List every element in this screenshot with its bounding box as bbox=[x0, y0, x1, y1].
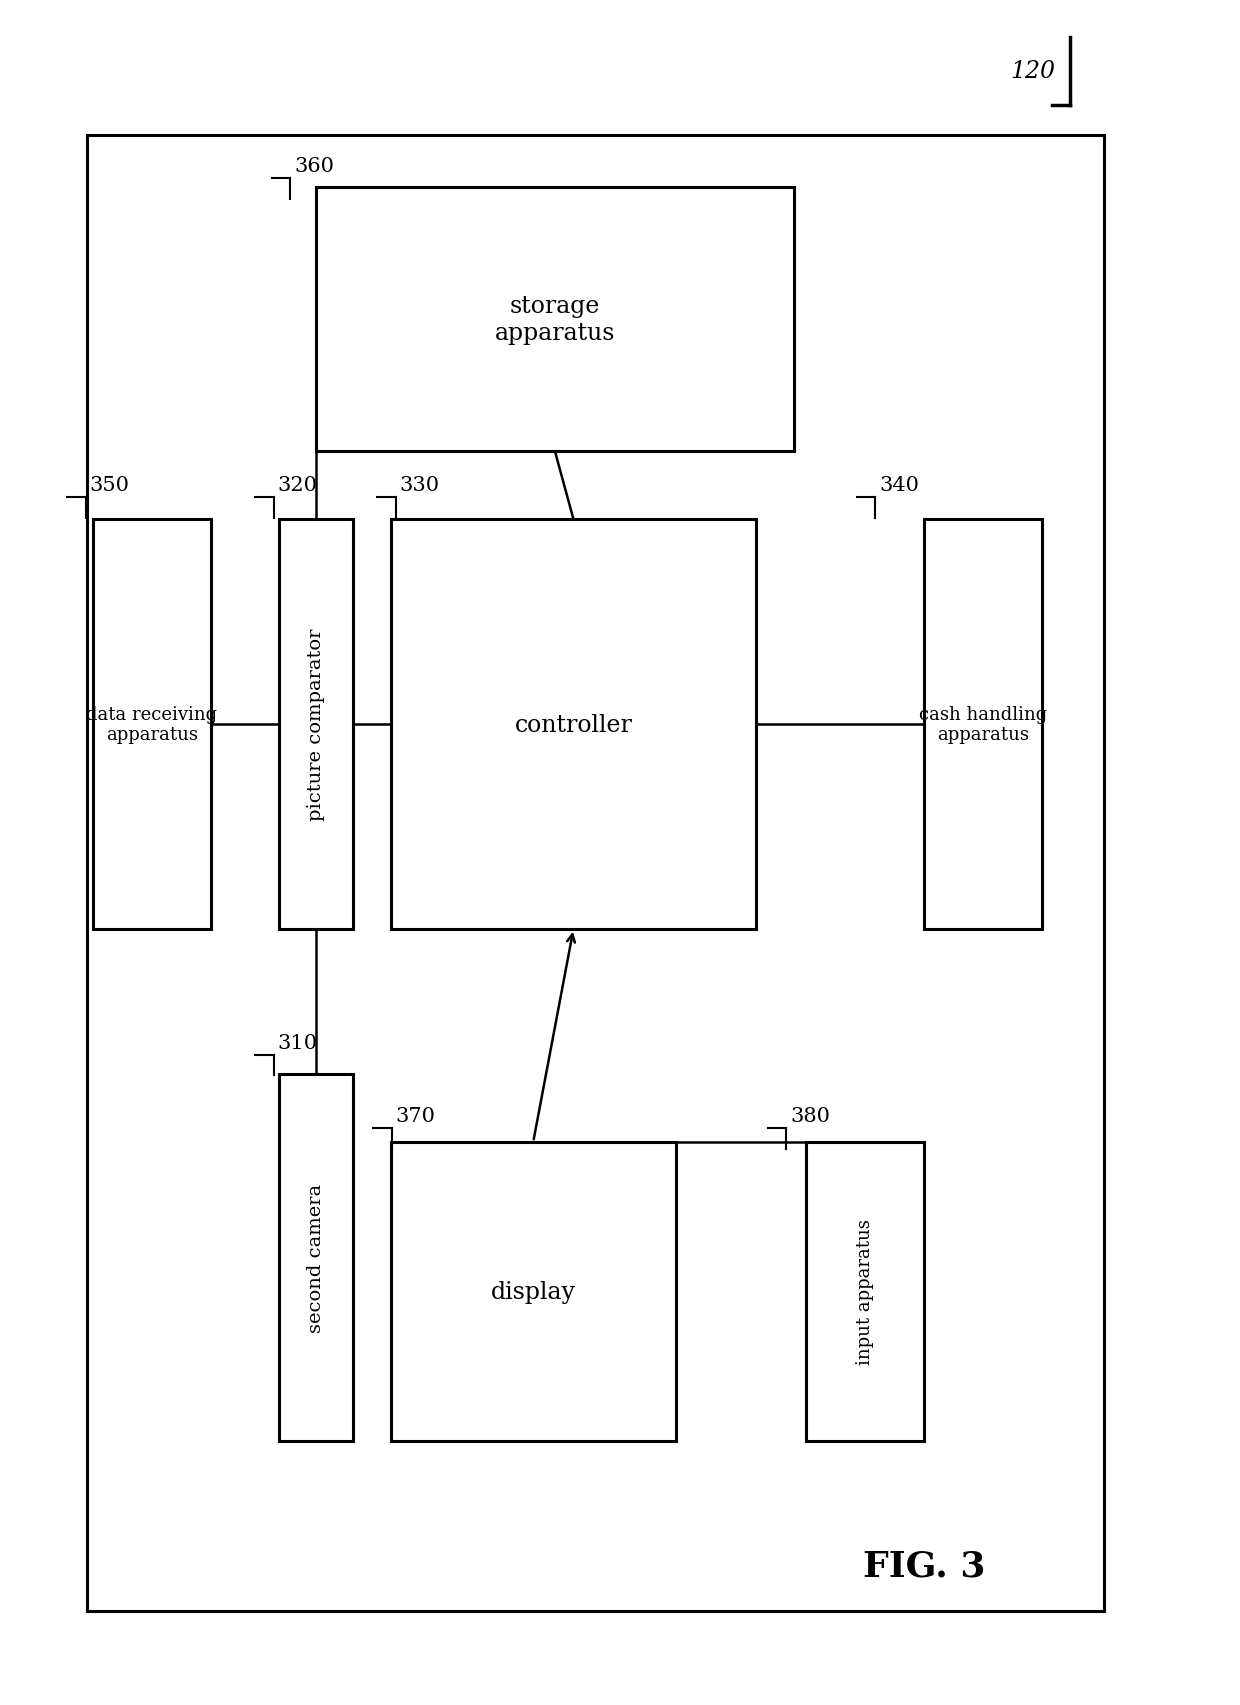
Text: picture comparator: picture comparator bbox=[308, 629, 325, 820]
Text: 320: 320 bbox=[278, 476, 317, 494]
Text: controller: controller bbox=[515, 713, 632, 737]
Text: second camera: second camera bbox=[308, 1183, 325, 1332]
Text: 370: 370 bbox=[396, 1107, 435, 1125]
Bar bbox=[391, 1142, 676, 1441]
Bar bbox=[279, 1074, 353, 1441]
Text: data receiving
apparatus: data receiving apparatus bbox=[87, 706, 217, 743]
Text: storage
apparatus: storage apparatus bbox=[495, 295, 615, 344]
Text: 340: 340 bbox=[879, 476, 919, 494]
Text: FIG. 3: FIG. 3 bbox=[863, 1548, 985, 1582]
Text: 360: 360 bbox=[294, 157, 334, 176]
Bar bbox=[316, 188, 794, 452]
Text: 330: 330 bbox=[399, 476, 439, 494]
Text: 120: 120 bbox=[1011, 60, 1055, 84]
Bar bbox=[87, 136, 1104, 1611]
Bar bbox=[806, 1142, 924, 1441]
Bar bbox=[391, 520, 756, 929]
Text: 380: 380 bbox=[790, 1107, 830, 1125]
Text: input apparatus: input apparatus bbox=[856, 1219, 874, 1364]
Text: 310: 310 bbox=[278, 1033, 317, 1052]
Text: cash handling
apparatus: cash handling apparatus bbox=[919, 706, 1047, 743]
Text: display: display bbox=[491, 1280, 575, 1303]
Bar bbox=[924, 520, 1042, 929]
Bar bbox=[93, 520, 211, 929]
Text: 350: 350 bbox=[89, 476, 129, 494]
Bar bbox=[279, 520, 353, 929]
